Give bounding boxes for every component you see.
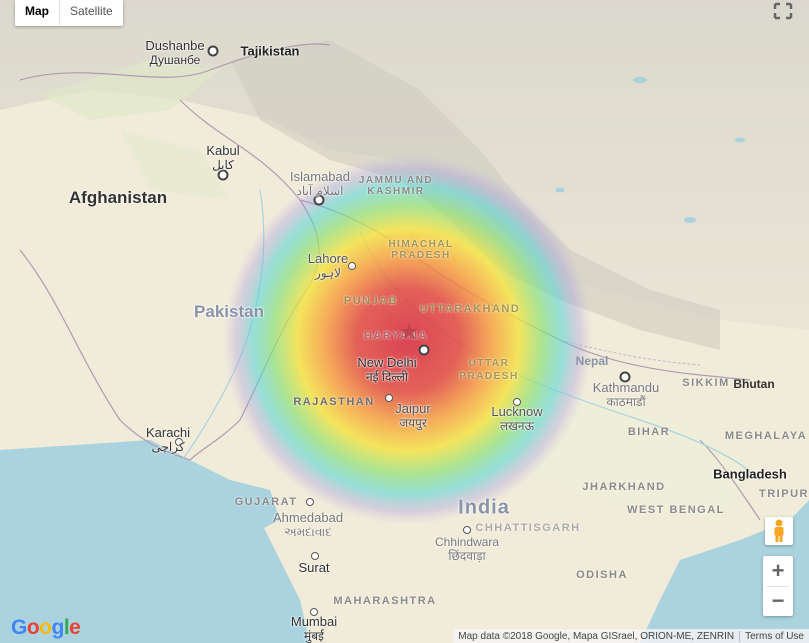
city-marker-surat — [311, 552, 319, 560]
pegman-icon — [774, 519, 784, 542]
city-marker-mumbai — [310, 608, 318, 616]
city-marker-new-delhi — [418, 344, 430, 356]
attribution-bar: Map data ©2018 Google, Mapa GISrael, ORI… — [453, 629, 809, 643]
heatmap-intensity — [223, 155, 593, 525]
city-marker-kathmandu — [619, 371, 631, 383]
google-logo[interactable]: Google — [11, 616, 81, 640]
map-type-satellite-button[interactable]: Satellite — [59, 0, 123, 26]
zoom-out-button[interactable]: − — [771, 588, 785, 613]
logo-letter: e — [69, 616, 81, 639]
map-type-map-button[interactable]: Map — [25, 4, 49, 18]
logo-letter: o — [26, 616, 40, 639]
logo-letter: l — [63, 616, 70, 639]
map-data-attribution: Map data ©2018 Google, Mapa GISrael, ORI… — [458, 630, 735, 642]
zoom-in-button[interactable]: + — [771, 558, 785, 583]
fullscreen-button[interactable] — [771, 0, 795, 22]
city-marker-islamabad — [313, 194, 325, 206]
logo-letter: g — [51, 616, 65, 639]
street-view-button[interactable] — [765, 517, 793, 545]
zoom-divider — [767, 585, 789, 587]
logo-letter: G — [11, 616, 27, 639]
fullscreen-icon — [773, 2, 793, 20]
city-marker-karachi — [175, 438, 183, 446]
zoom-control: + − — [763, 556, 793, 616]
terms-of-use-link[interactable]: Terms of Use — [739, 630, 809, 642]
city-marker-chhindwara — [463, 526, 471, 534]
city-marker-ahmedabad — [306, 498, 314, 506]
city-marker-dushanbe — [207, 45, 219, 57]
city-marker-lahore — [348, 262, 356, 270]
map-type-control: Map Satellite — [15, 0, 123, 26]
logo-letter: o — [39, 616, 52, 639]
city-marker-lucknow — [513, 398, 521, 406]
city-marker-jaipur — [385, 394, 393, 402]
city-marker-kabul — [217, 169, 229, 181]
